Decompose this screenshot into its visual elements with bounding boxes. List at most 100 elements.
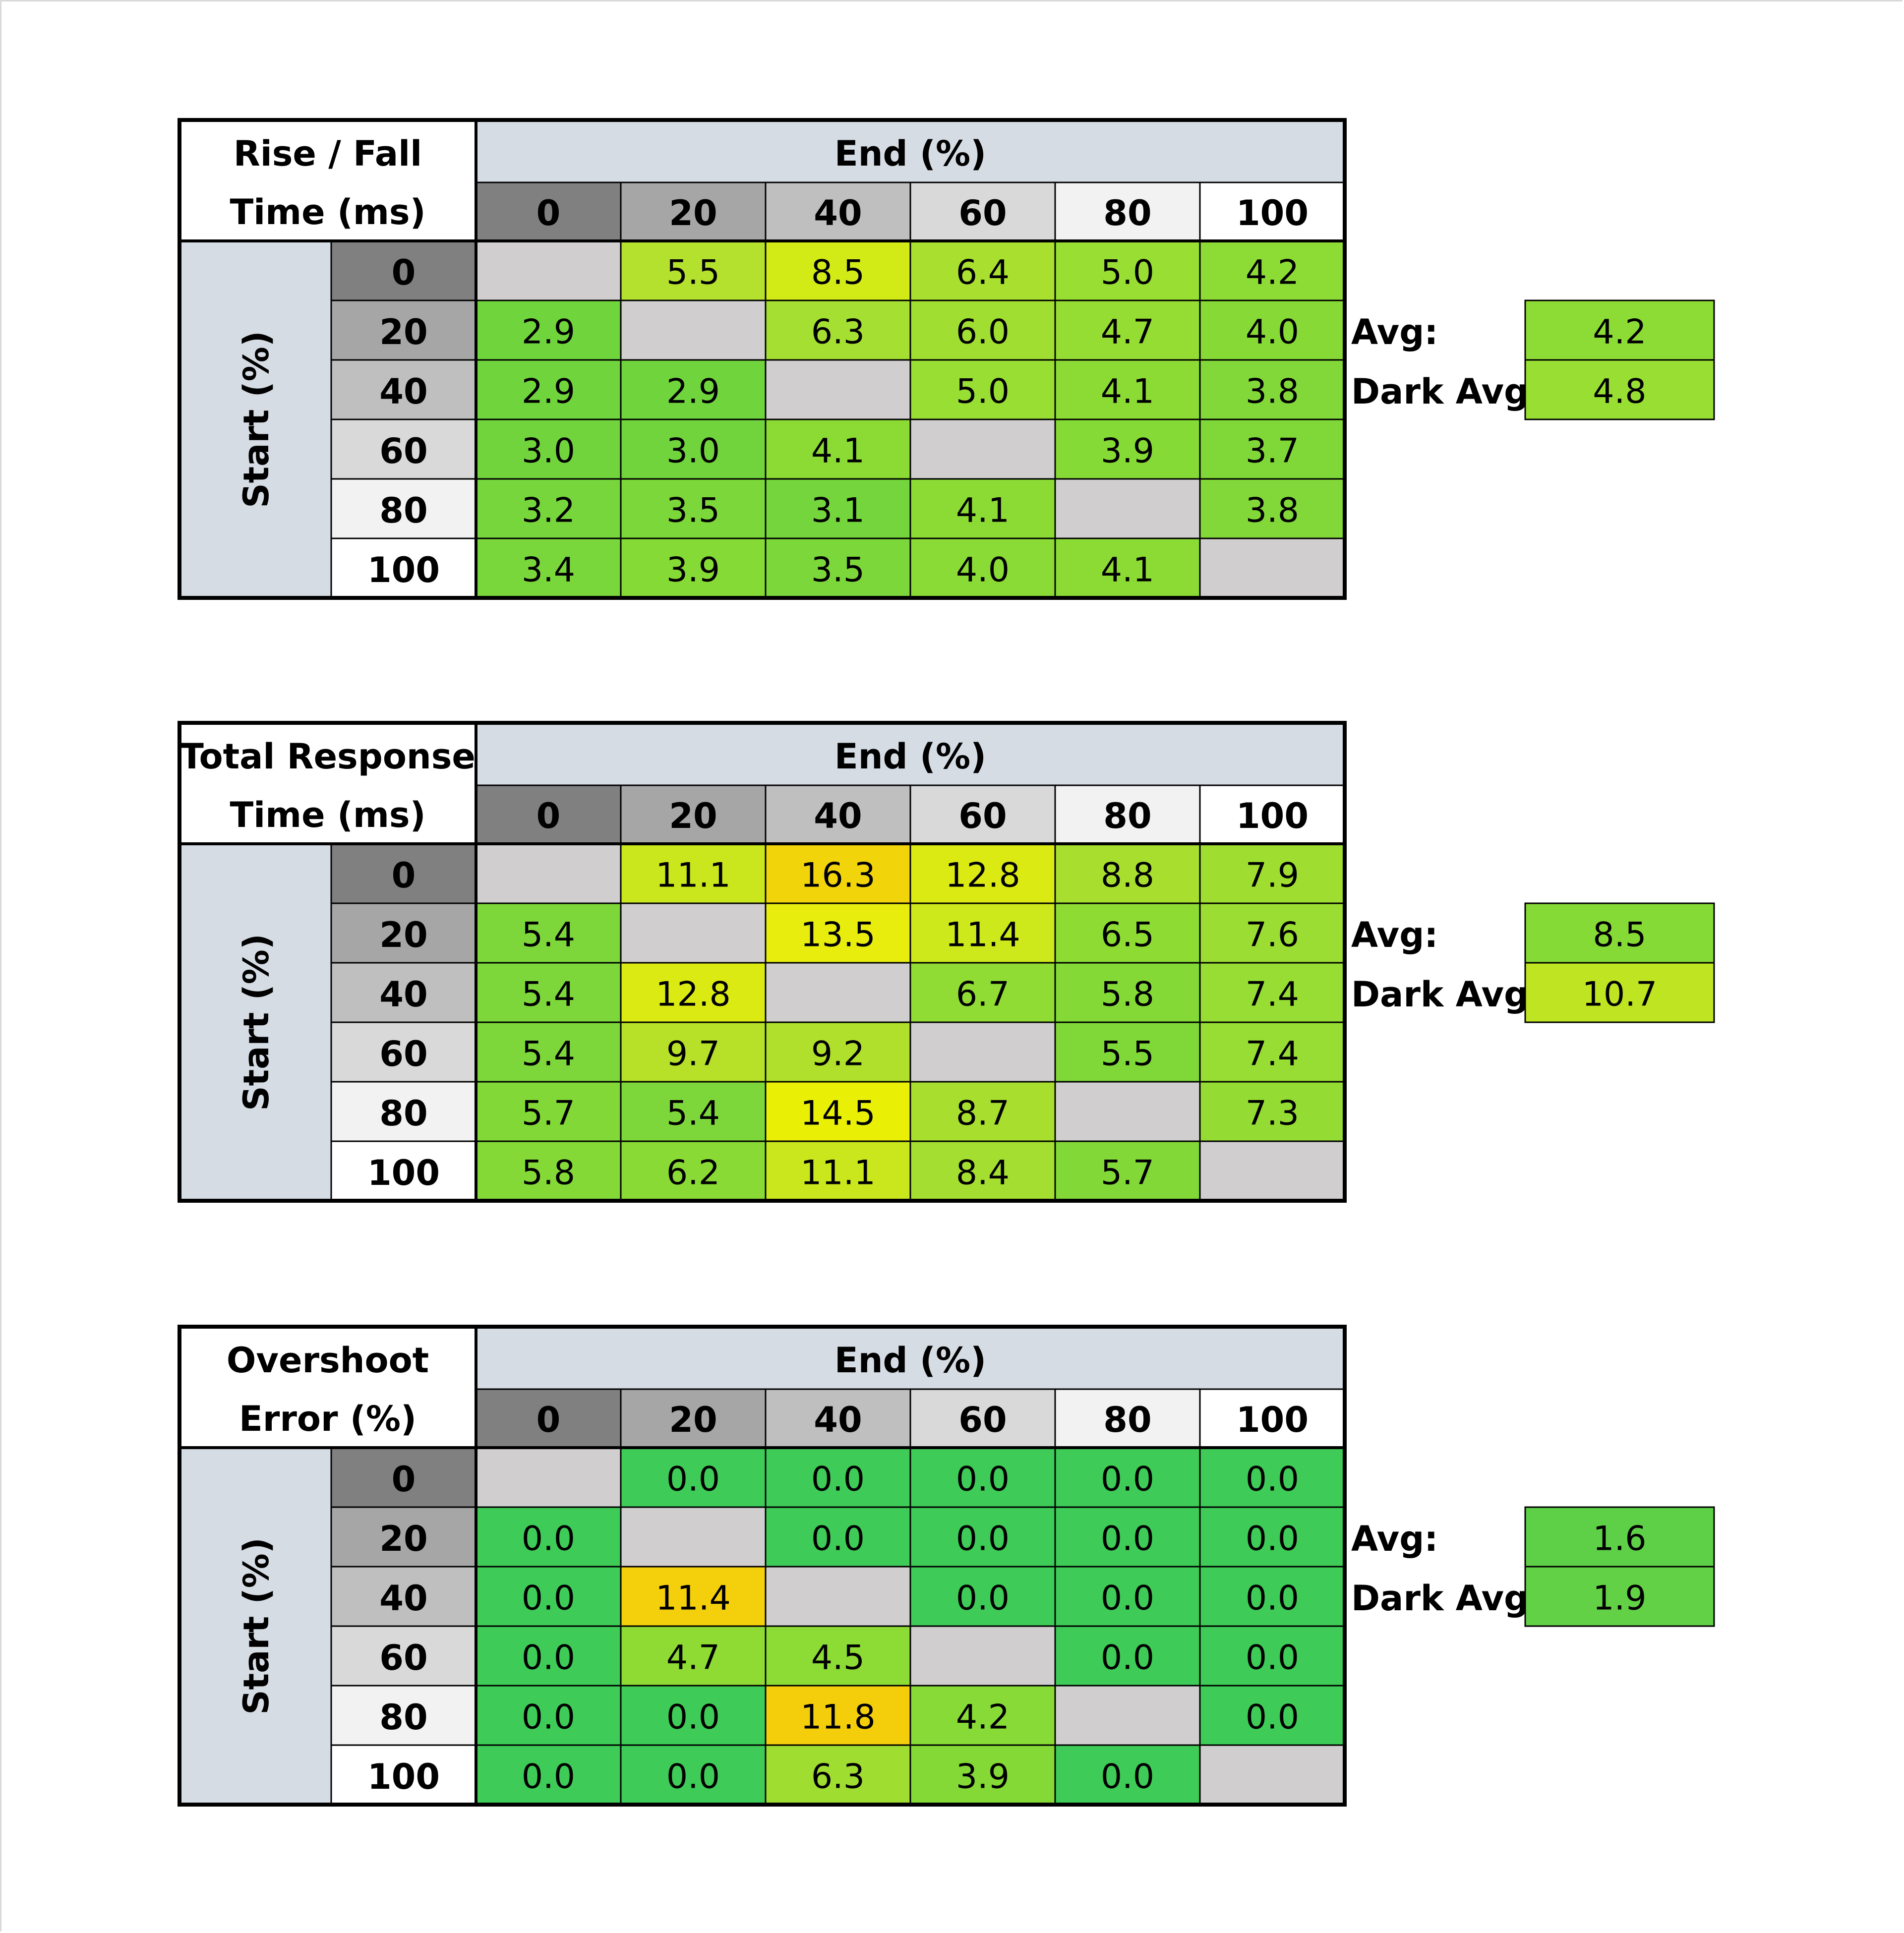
data-cell-value: 4.0: [1246, 313, 1299, 352]
data-cell: [475, 962, 622, 1023]
data-cell: [620, 962, 767, 1023]
row-header-label: 60: [379, 1034, 427, 1074]
column-header-label: 40: [814, 193, 862, 234]
data-cell-value: 3.4: [522, 551, 575, 590]
data-cell: [620, 1625, 767, 1687]
data-cell-value: 11.4: [655, 1579, 730, 1618]
column-header-label: 20: [669, 796, 717, 836]
table-outer-border: [178, 118, 1347, 600]
data-cell-value: 6.3: [811, 1757, 865, 1797]
row-header: [330, 1081, 477, 1142]
table-outer-border: [178, 721, 1347, 1203]
row-header: [330, 478, 477, 539]
data-cell-value: 0.0: [1101, 1460, 1154, 1499]
row-header-label: 0: [392, 855, 416, 896]
summary-value: 10.7: [1582, 975, 1657, 1014]
data-cell: [909, 1447, 1056, 1508]
data-cell: [1199, 1447, 1346, 1508]
summary-value: 4.8: [1593, 372, 1646, 411]
data-cell-value: 2.9: [522, 313, 575, 352]
column-header-label: 80: [1103, 796, 1151, 836]
end-axis-label: End (%): [834, 1340, 986, 1381]
row-header: [330, 1685, 477, 1746]
data-cell-value: 0.0: [666, 1460, 720, 1499]
summary-label: Dark Avg:: [1351, 371, 1543, 412]
data-cell: [765, 299, 911, 361]
summary-value: 1.6: [1593, 1520, 1646, 1559]
row-header-label: 100: [367, 550, 440, 590]
data-cell: [475, 1081, 622, 1142]
column-header: [620, 1388, 767, 1449]
data-cell: [475, 299, 622, 361]
data-cell: [909, 1021, 1056, 1083]
data-cell-value: 4.5: [811, 1639, 865, 1678]
data-cell: [1054, 1685, 1201, 1746]
data-cell: [765, 902, 911, 964]
data-cell-value: 7.4: [1246, 1035, 1299, 1074]
data-cell: [909, 902, 1056, 964]
data-cell-value: 3.0: [522, 432, 575, 471]
data-cell-value: 8.8: [1101, 856, 1154, 895]
data-cell: [475, 1625, 622, 1687]
data-cell-value: 7.4: [1246, 975, 1299, 1014]
column-header-label: 60: [958, 1400, 1007, 1440]
data-cell-value: 5.0: [1101, 253, 1154, 293]
data-cell-value: 8.4: [956, 1154, 1010, 1193]
data-cell-value: 0.0: [522, 1639, 575, 1678]
summary-value-box: [1524, 902, 1715, 964]
data-cell-value: 5.4: [522, 975, 575, 1014]
data-cell-value: 8.5: [811, 253, 865, 293]
data-cell-value: 6.2: [666, 1154, 720, 1193]
data-cell: [620, 240, 767, 301]
column-header-label: 80: [1103, 193, 1151, 234]
summary-label: Avg:: [1351, 312, 1438, 352]
data-cell-value: 4.7: [666, 1639, 720, 1678]
data-cell: [475, 478, 622, 539]
data-cell-value: 0.0: [666, 1698, 720, 1737]
data-cell-value: 0.0: [811, 1460, 865, 1499]
table-outer-border: [178, 1325, 1347, 1807]
column-header-label: 80: [1103, 1400, 1151, 1440]
data-cell: [765, 1685, 911, 1746]
column-header-label: 0: [536, 796, 561, 836]
start-axis-label: Start (%): [236, 934, 277, 1111]
data-cell-value: 0.0: [1101, 1757, 1154, 1797]
data-cell-value: 5.5: [666, 253, 720, 293]
column-header: [765, 1388, 911, 1449]
column-header: [909, 1388, 1056, 1449]
data-cell-value: 3.7: [1246, 432, 1299, 471]
data-cell: [765, 1140, 911, 1202]
data-cell: [909, 537, 1056, 599]
data-cell-value: 6.0: [956, 313, 1010, 352]
column-header: [1199, 1388, 1346, 1449]
row-header: [330, 359, 477, 420]
data-cell: [1199, 299, 1346, 361]
data-cell: [909, 1685, 1056, 1746]
table-title-line-2: Time (ms): [230, 192, 425, 233]
data-cell-value: 4.1: [1101, 551, 1154, 590]
summary-value-box: [1524, 299, 1715, 361]
data-cell: [765, 359, 911, 420]
data-cell-value: 5.7: [522, 1094, 575, 1133]
row-header-label: 100: [367, 1153, 440, 1193]
data-cell-value: 5.4: [522, 916, 575, 955]
summary-label: Dark Avg:: [1351, 974, 1543, 1015]
data-cell: [765, 1566, 911, 1627]
data-cell-value: 12.8: [945, 856, 1020, 895]
data-cell: [1054, 240, 1201, 301]
data-cell-value: 4.1: [1101, 372, 1154, 411]
data-cell-value: 3.8: [1246, 491, 1299, 530]
data-cell: [765, 1447, 911, 1508]
data-cell-value: 4.0: [956, 551, 1010, 590]
data-cell: [475, 1744, 622, 1806]
column-header-label: 100: [1236, 193, 1309, 234]
column-header-label: 40: [814, 1400, 862, 1440]
data-cell: [475, 1566, 622, 1627]
data-cell-value: 0.0: [522, 1579, 575, 1618]
row-header: [330, 1021, 477, 1083]
row-header-label: 0: [392, 252, 416, 293]
data-cell: [475, 240, 622, 301]
data-cell: [765, 962, 911, 1023]
data-cell: [909, 1140, 1056, 1202]
